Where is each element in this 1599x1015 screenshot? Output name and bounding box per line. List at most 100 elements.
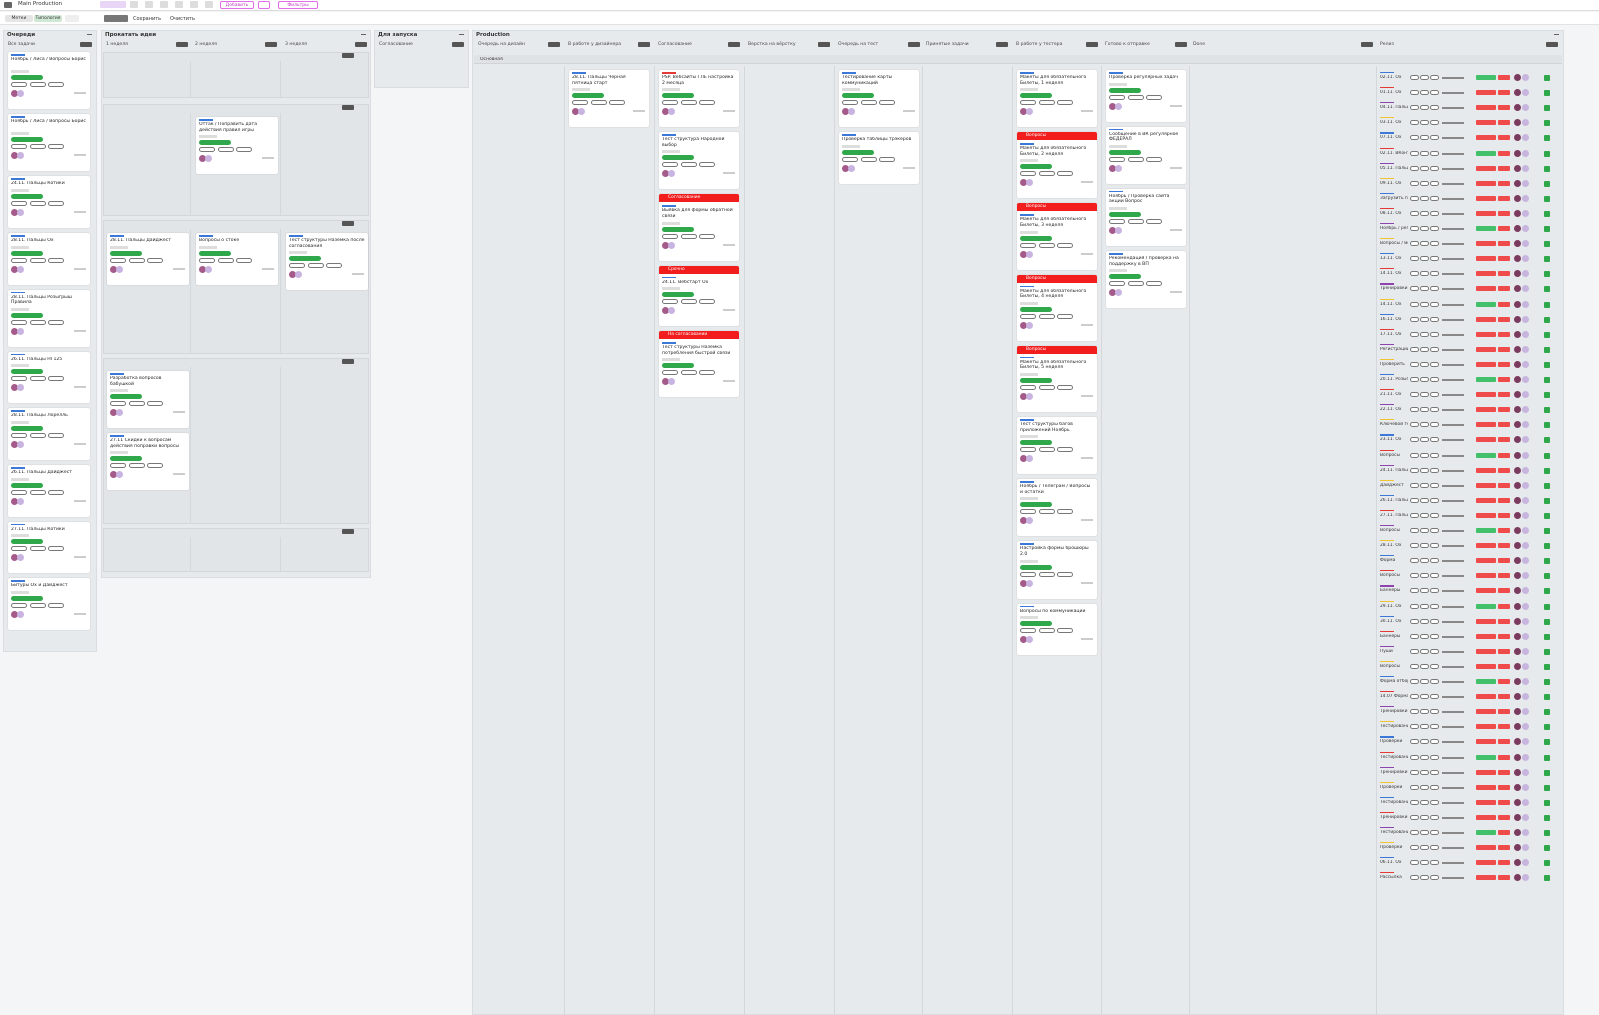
- release-row[interactable]: 01.11. Ох: [1380, 87, 1558, 99]
- release-row[interactable]: Проверки: [1380, 842, 1558, 854]
- column-count[interactable]: [1361, 42, 1373, 47]
- release-row[interactable]: Вопросы / Вопросы: [1380, 238, 1558, 250]
- card[interactable]: Оттак / Поправить дата действия правил и…: [196, 117, 278, 175]
- card[interactable]: 26.11. Пальцы Дайджест: [8, 465, 90, 517]
- card[interactable]: Тестирование карты коммуникаций: [839, 70, 919, 128]
- tool-icon[interactable]: [160, 1, 168, 8]
- release-row[interactable]: 16.11. Ох: [1380, 313, 1558, 326]
- card[interactable]: 27.11 Скидки к вопросам действия поправк…: [107, 433, 189, 491]
- menu-button[interactable]: [258, 1, 270, 9]
- lane-count[interactable]: [342, 105, 354, 110]
- column-count[interactable]: [265, 42, 277, 47]
- lane-count[interactable]: [342, 53, 354, 58]
- release-row[interactable]: Тренировки: [1380, 811, 1558, 824]
- release-row[interactable]: 08.11. Ох: [1380, 207, 1558, 220]
- release-row[interactable]: 26.11. Пальцы: [1380, 494, 1558, 507]
- column-count[interactable]: [728, 42, 740, 47]
- release-row[interactable]: 21.11. Ох: [1380, 389, 1558, 401]
- card[interactable]: 28.11. Пальцы Черная пятница старт: [569, 70, 649, 128]
- card[interactable]: Сообщение в ВК регулярное ФЕДЕРАЛ: [1106, 126, 1186, 184]
- release-row[interactable]: 07.11. Ох: [1380, 132, 1558, 144]
- clear-action[interactable]: Очистить: [170, 16, 195, 22]
- card[interactable]: 27.11. Пальцы Котики: [8, 521, 90, 574]
- release-row[interactable]: Пуши: [1380, 645, 1558, 658]
- release-row[interactable]: Форма: [1380, 555, 1558, 567]
- card[interactable]: Тест структура Народной выбор: [659, 132, 739, 190]
- release-row[interactable]: 14.11. Ох: [1380, 298, 1558, 311]
- release-row[interactable]: Загрузить пост: [1380, 192, 1558, 205]
- card[interactable]: Вопросы о стоке: [196, 233, 278, 285]
- release-row[interactable]: 23.11. Ох: [1380, 434, 1558, 446]
- release-row[interactable]: 13.11. Ох: [1380, 253, 1558, 265]
- card[interactable]: Тест структуры Наземка после согласовани…: [286, 233, 368, 291]
- save-action[interactable]: Сохранить: [133, 16, 162, 22]
- card[interactable]: Ноябрь / Проверка сайта акции Вопрос: [1106, 188, 1186, 246]
- collapse-icon[interactable]: [87, 34, 92, 35]
- release-row[interactable]: Вопросы: [1380, 570, 1558, 582]
- column-count[interactable]: [1175, 42, 1187, 47]
- release-row[interactable]: 17.11. Ох: [1380, 328, 1558, 341]
- column-count[interactable]: [908, 42, 920, 47]
- release-row[interactable]: Проверки: [1380, 736, 1558, 748]
- column-count[interactable]: [638, 42, 650, 47]
- release-row[interactable]: Проверки: [1380, 781, 1558, 794]
- column-count[interactable]: [355, 42, 367, 47]
- release-row[interactable]: Дайджест: [1380, 479, 1558, 492]
- tool-icon[interactable]: [100, 1, 126, 8]
- release-row[interactable]: Регистрации: [1380, 343, 1558, 356]
- release-row[interactable]: 28.11. Ох: [1380, 540, 1558, 552]
- release-row[interactable]: 29.11. Ох: [1380, 600, 1558, 613]
- release-row[interactable]: Ключевой тест: [1380, 419, 1558, 431]
- card[interactable]: 28.11. Пальцы Ох: [8, 233, 90, 285]
- release-row[interactable]: Вопросы: [1380, 660, 1558, 673]
- release-row[interactable]: Форма отбора: [1380, 676, 1558, 688]
- release-row[interactable]: Тестирование: [1380, 721, 1558, 733]
- card[interactable]: 28.11. Пальцы Розыгрыш Правила: [8, 289, 90, 347]
- release-row[interactable]: 09.11. Ох: [1380, 177, 1558, 190]
- filter-button[interactable]: Фильтры: [278, 1, 318, 9]
- card[interactable]: Проверка регулярных задач: [1106, 70, 1186, 122]
- tool-icon[interactable]: [130, 1, 138, 8]
- column-count[interactable]: [176, 42, 188, 47]
- card[interactable]: Битуры Ох и Дайджест: [8, 578, 90, 630]
- release-row[interactable]: Тренировки: [1380, 283, 1558, 295]
- release-row[interactable]: 22.11. Ох: [1380, 404, 1558, 416]
- column-count[interactable]: [80, 42, 92, 47]
- card[interactable]: Макеты для обязательного Билеты, 1 недел…: [1017, 70, 1097, 128]
- chip-count[interactable]: [104, 15, 128, 22]
- release-row[interactable]: 04.11. Пальцы: [1380, 102, 1558, 114]
- chip[interactable]: Типология: [34, 15, 62, 22]
- collapse-icon[interactable]: [1554, 34, 1559, 35]
- release-row[interactable]: Вопросы: [1380, 525, 1558, 537]
- card[interactable]: 28.11. Пальцы Дайджест: [107, 233, 189, 285]
- release-row[interactable]: 20.11. Розыгрыш: [1380, 374, 1558, 386]
- tool-icon[interactable]: [190, 1, 198, 8]
- release-row[interactable]: 02.11. ВКонтакте: [1380, 147, 1558, 160]
- tool-icon[interactable]: [205, 1, 213, 8]
- release-row[interactable]: Баннеры: [1380, 585, 1558, 597]
- card[interactable]: Рекомендация / проверка на поддержку в В…: [1106, 251, 1186, 309]
- card[interactable]: Ноябрь / Телеграм / Вопросы и остатки: [1017, 479, 1097, 537]
- release-row[interactable]: 27.11. Пальцы: [1380, 509, 1558, 522]
- card[interactable]: Ноябрь / Лиса / Вопросы Борис: [8, 114, 90, 172]
- card[interactable]: PSP. Вебсайты ГЛЕ настройка 2 месяца: [659, 70, 739, 128]
- column-count[interactable]: [1546, 42, 1558, 47]
- card[interactable]: Вопросы Макеты для обязательного Билеты, …: [1017, 345, 1097, 412]
- release-row[interactable]: Тестирование: [1380, 827, 1558, 839]
- app-icon[interactable]: [4, 2, 12, 8]
- tool-icon[interactable]: [145, 1, 153, 8]
- release-row[interactable]: Вопросы: [1380, 449, 1558, 462]
- card[interactable]: Разработка вопросов бабушкой: [107, 371, 189, 429]
- column-count[interactable]: [452, 42, 464, 47]
- release-row[interactable]: 02.11. Ох: [1380, 72, 1558, 84]
- release-row[interactable]: Баннеры: [1380, 630, 1558, 643]
- card[interactable]: 28.11. Пальцы Лорелль: [8, 408, 90, 460]
- card[interactable]: Ноябрь / Лиса / Вопросы Борис: [8, 52, 90, 110]
- chip[interactable]: Метки: [5, 15, 33, 22]
- release-row[interactable]: Тестирование: [1380, 751, 1558, 764]
- release-row[interactable]: 03.11. Ох: [1380, 117, 1558, 129]
- card[interactable]: Вопросы Макеты для обязательного Билеты, …: [1017, 132, 1097, 199]
- release-row[interactable]: 06.11. Ох: [1380, 857, 1558, 869]
- card[interactable]: 26.11. Пальцы НГ125: [8, 351, 90, 404]
- release-row[interactable]: Тренировки: [1380, 706, 1558, 718]
